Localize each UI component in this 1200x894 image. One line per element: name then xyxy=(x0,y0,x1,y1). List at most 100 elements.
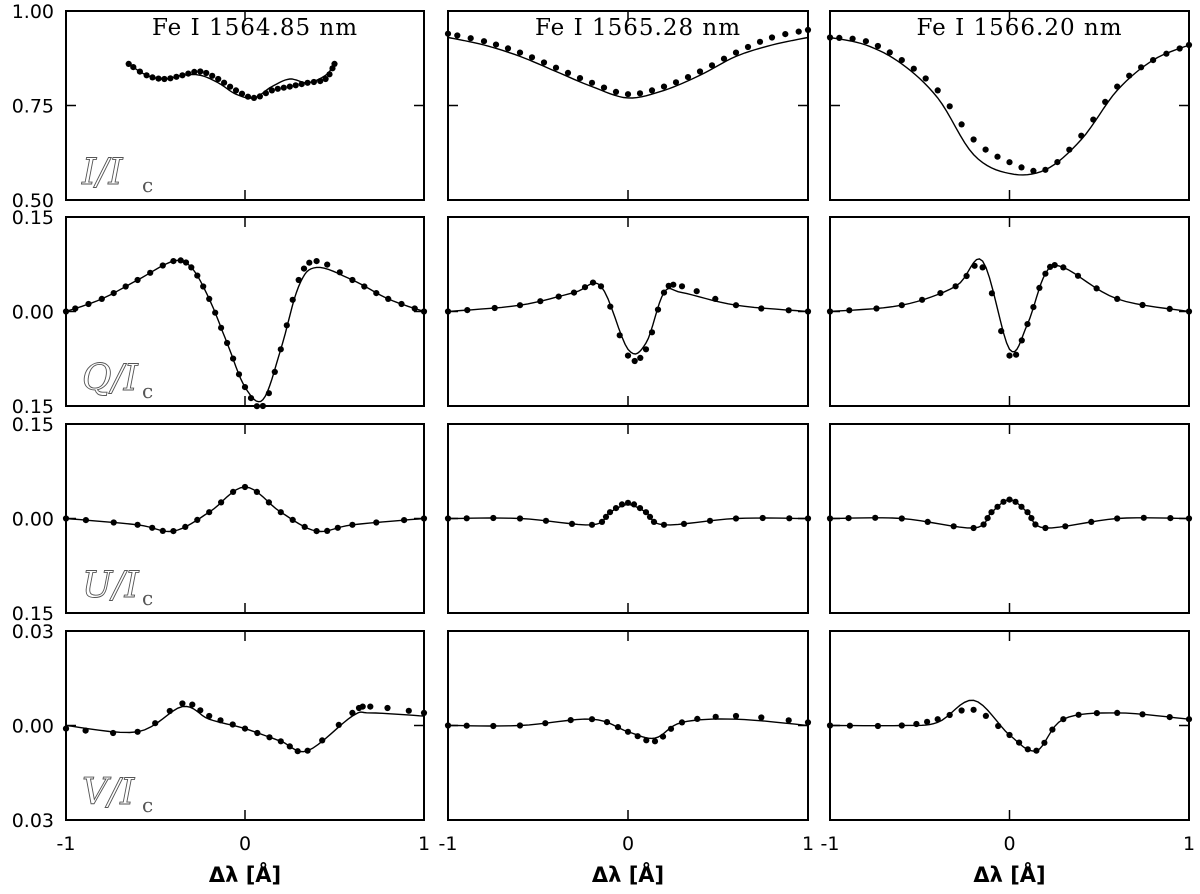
observed-point xyxy=(134,276,141,284)
observed-point xyxy=(147,269,154,276)
observed-point xyxy=(359,703,366,710)
fit-line xyxy=(65,486,425,533)
stokes-label-I: I/I c xyxy=(81,152,154,197)
observed-point xyxy=(1088,518,1095,526)
observed-point xyxy=(836,34,843,42)
observed-point xyxy=(286,743,293,750)
observed-point xyxy=(161,75,168,83)
observed-point xyxy=(1139,301,1146,309)
y-tick-label: 0.50 xyxy=(12,190,54,212)
observed-point xyxy=(265,390,272,397)
observed-point xyxy=(624,499,632,506)
observed-point xyxy=(804,515,812,522)
observed-point xyxy=(958,707,965,714)
observed-point xyxy=(203,69,210,77)
observed-point xyxy=(1066,146,1073,153)
observed-point xyxy=(612,505,620,512)
observed-point xyxy=(1042,166,1049,173)
observed-point xyxy=(898,302,905,309)
observed-point xyxy=(603,719,611,726)
observed-point xyxy=(516,722,524,729)
observed-point xyxy=(149,74,156,81)
observed-point xyxy=(1006,731,1013,739)
observed-point xyxy=(958,121,965,128)
observed-point xyxy=(253,488,260,495)
observed-point xyxy=(85,300,92,308)
observed-point xyxy=(667,725,675,732)
panel-r0-c0: 1.00 0.75 0.50 I/I c Fe I 1564.85 nm xyxy=(12,1,425,212)
observed-point xyxy=(786,515,793,522)
observed-point xyxy=(317,78,324,85)
observed-point xyxy=(756,38,764,45)
y-tick-label: 0.00 xyxy=(12,509,54,531)
y-tick-label: 0.03 xyxy=(12,810,54,832)
observed-point xyxy=(420,308,428,315)
stokes-label-text: U/I xyxy=(82,565,139,606)
observed-point xyxy=(1060,716,1067,723)
observed-point xyxy=(597,283,605,290)
x-axis-label: Δλ [Å] xyxy=(592,862,664,887)
observed-point xyxy=(631,357,638,365)
observed-point xyxy=(684,74,692,81)
observed-point xyxy=(846,307,853,314)
observed-point xyxy=(607,303,614,310)
observed-point xyxy=(110,290,117,297)
fit-line xyxy=(65,705,425,753)
observed-point xyxy=(516,515,524,522)
observed-point xyxy=(826,722,834,729)
observed-point xyxy=(922,75,929,82)
observed-point xyxy=(241,725,249,732)
observed-point xyxy=(206,295,213,302)
y-tick-label: 0.15 xyxy=(12,414,54,436)
observed-point xyxy=(1042,524,1049,532)
observed-point xyxy=(250,94,258,101)
observed-point xyxy=(82,517,89,524)
observed-point xyxy=(238,90,246,97)
observed-point xyxy=(266,734,273,741)
line-title: Fe I 1565.28 nm xyxy=(535,15,741,41)
observed-point xyxy=(934,716,941,723)
observed-point xyxy=(200,283,207,290)
observed-point xyxy=(616,332,623,339)
observed-point xyxy=(542,517,550,524)
observed-point xyxy=(984,515,991,522)
stokes-label-Q: Q/I c xyxy=(82,358,154,403)
observed-point xyxy=(1042,270,1049,277)
observed-point xyxy=(152,720,159,727)
panel-r3-c1: -1 0 1 Δλ [Å] xyxy=(439,630,814,887)
observed-point xyxy=(324,261,331,268)
observed-point xyxy=(295,276,302,284)
observed-point xyxy=(537,298,544,305)
fit-line xyxy=(829,498,1190,529)
observed-point xyxy=(182,523,189,531)
observed-point xyxy=(167,75,174,82)
observed-point xyxy=(1024,509,1031,516)
observed-point xyxy=(301,523,308,531)
observed-point xyxy=(732,49,740,56)
observed-point xyxy=(648,329,656,336)
observed-point xyxy=(680,520,688,528)
observed-point xyxy=(1024,321,1031,328)
fit-line xyxy=(448,503,808,526)
observed-point xyxy=(589,279,597,286)
observed-point xyxy=(670,281,677,288)
observed-point xyxy=(706,517,714,524)
y-tick-label: 0.75 xyxy=(12,96,54,118)
observed-point xyxy=(286,83,293,90)
x-axis-label: Δλ [Å] xyxy=(209,862,281,887)
observed-point xyxy=(490,514,497,522)
observed-point xyxy=(464,307,471,314)
observed-point xyxy=(712,713,719,720)
observed-point xyxy=(1074,272,1082,279)
observed-point xyxy=(224,339,231,347)
observed-point xyxy=(693,288,700,295)
observed-point xyxy=(618,501,626,508)
observed-point xyxy=(678,283,686,290)
observed-point xyxy=(319,737,326,744)
observed-point xyxy=(1093,285,1100,292)
observed-point xyxy=(300,265,308,272)
observed-point xyxy=(398,300,405,308)
observed-point xyxy=(1060,264,1067,271)
observed-point xyxy=(1030,167,1037,174)
observed-point xyxy=(373,290,380,297)
